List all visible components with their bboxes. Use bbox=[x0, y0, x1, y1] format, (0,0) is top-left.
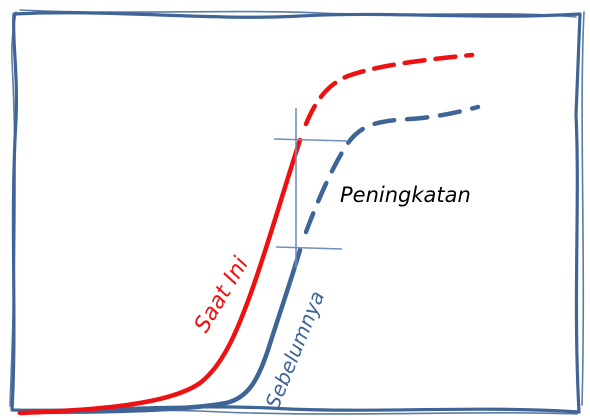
current-curve-dashed bbox=[303, 52, 475, 127]
previous-curve-solid bbox=[19, 247, 303, 415]
diagram-frame-sketch bbox=[9, 9, 585, 415]
previous-curve-dashed bbox=[303, 104, 481, 235]
diagram-frame bbox=[10, 11, 582, 414]
improvement-bottom-tick bbox=[275, 246, 343, 250]
improvement-label: Peningkatan bbox=[340, 183, 471, 207]
previous-curve-label: Sebelumnya bbox=[260, 287, 329, 411]
current-curve-solid bbox=[17, 137, 303, 416]
current-curve-label: Saat Ini bbox=[190, 253, 254, 337]
improvement-top-tick bbox=[273, 138, 349, 142]
